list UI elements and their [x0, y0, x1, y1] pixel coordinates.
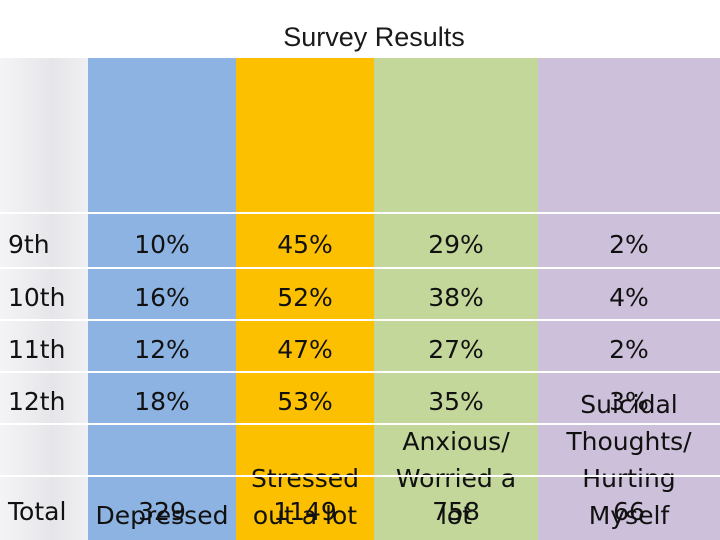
table-cell: 2% — [609, 229, 649, 259]
table-cell: 12% — [134, 335, 190, 364]
table-cell: 1149 — [273, 497, 337, 526]
table-cell: 758 — [432, 497, 480, 526]
table-title: Survey Results — [283, 22, 465, 52]
table-cell: 38% — [428, 283, 484, 312]
table-cell: 45% — [277, 229, 333, 259]
column-anxious: Anxious/ Worried a lot — [374, 58, 538, 540]
table-cell: 3% — [609, 387, 649, 416]
table-cell: 4% — [609, 283, 649, 312]
table-cell: 52% — [277, 283, 333, 312]
row-label: 9th — [8, 229, 50, 259]
row-label: 12th — [8, 387, 66, 416]
header-depressed: Depressed — [95, 501, 229, 530]
table-cell: 329 — [138, 497, 186, 526]
row-divider — [0, 267, 720, 269]
row-label: Total — [8, 497, 67, 526]
table-cell: 35% — [428, 387, 484, 416]
column-suicidal: Suicidal Thoughts/ Hurting Myself — [538, 58, 720, 540]
table-cell: 2% — [609, 335, 649, 364]
row-divider — [0, 423, 720, 425]
survey-table: Depressed Stressed out a lot Anxious/ Wo… — [0, 58, 720, 540]
header-stressed: Stressed out a lot — [250, 464, 360, 530]
row-divider — [0, 475, 720, 477]
header-suicidal: Suicidal Thoughts/ Hurting Myself — [566, 390, 692, 530]
table-cell: 10% — [134, 229, 190, 259]
header-anxious: Anxious/ Worried a lot — [395, 427, 517, 530]
table-cell: 47% — [277, 335, 333, 364]
row-label: 10th — [8, 283, 66, 312]
column-stressed: Stressed out a lot — [236, 58, 374, 540]
table-cell: 16% — [134, 283, 190, 312]
table-cell: 27% — [428, 335, 484, 364]
row-divider — [0, 212, 720, 214]
row-divider — [0, 319, 720, 321]
table-cell: 66 — [613, 497, 645, 526]
table-cell: 18% — [134, 387, 190, 416]
row-divider — [0, 371, 720, 373]
table-cell: 29% — [428, 229, 484, 259]
row-label: 11th — [8, 335, 66, 364]
row-label-column — [0, 58, 88, 540]
table-cell: 53% — [277, 387, 333, 416]
column-depressed: Depressed — [88, 58, 236, 540]
